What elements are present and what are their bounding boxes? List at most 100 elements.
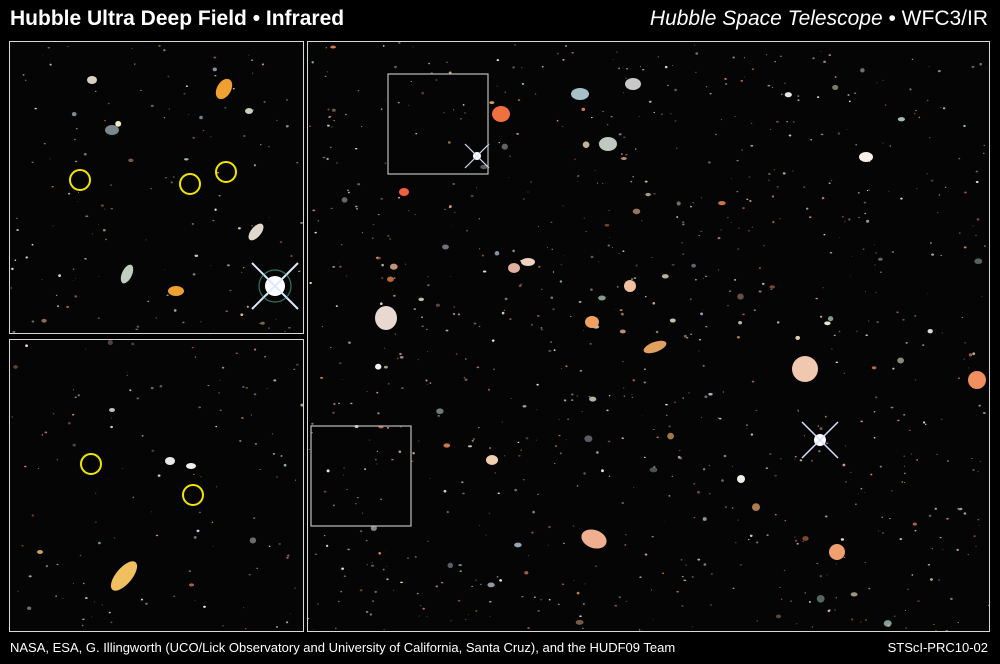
faint-object	[937, 212, 939, 214]
faint-object	[429, 382, 432, 384]
galaxy	[792, 356, 818, 382]
faint-object	[749, 534, 753, 537]
faint-object	[207, 385, 210, 387]
faint-object	[876, 321, 879, 323]
faint-object	[779, 55, 783, 57]
galaxy	[968, 371, 986, 389]
faint-object	[328, 115, 332, 118]
faint-object	[614, 604, 618, 607]
faint-object	[644, 296, 647, 298]
faint-object	[194, 356, 197, 358]
faint-object	[488, 512, 490, 514]
faint-object	[541, 288, 543, 290]
faint-object	[312, 209, 316, 212]
faint-object	[931, 253, 935, 256]
faint-object	[386, 565, 388, 567]
faint-object	[487, 388, 491, 391]
faint-object	[57, 305, 60, 308]
faint-object	[333, 403, 336, 405]
faint-object	[682, 223, 685, 226]
faint-object	[541, 65, 544, 68]
faint-object	[874, 264, 876, 266]
faint-object	[366, 391, 368, 392]
faint-object	[28, 575, 32, 578]
faint-object	[383, 365, 388, 369]
faint-object	[724, 506, 727, 508]
faint-object	[588, 395, 591, 398]
faint-object	[209, 136, 212, 138]
faint-object	[653, 193, 656, 195]
faint-object	[380, 498, 383, 500]
faint-object	[698, 235, 701, 237]
faint-object	[577, 181, 579, 183]
faint-object	[882, 79, 884, 81]
faint-object	[382, 568, 385, 571]
faint-object	[737, 293, 744, 300]
faint-object	[619, 329, 626, 334]
faint-object	[554, 445, 558, 448]
faint-object	[445, 329, 449, 332]
faint-object	[987, 604, 989, 606]
faint-object	[743, 57, 745, 59]
faint-object	[552, 308, 555, 311]
faint-object	[214, 75, 217, 77]
faint-object	[14, 259, 17, 261]
faint-object	[892, 367, 895, 370]
faint-object	[576, 485, 579, 487]
faint-object	[332, 504, 335, 507]
faint-object	[198, 511, 202, 514]
faint-object	[253, 348, 257, 351]
faint-object	[738, 320, 743, 325]
faint-object	[388, 238, 392, 240]
faint-object	[218, 391, 220, 394]
faint-object	[347, 548, 351, 551]
faint-object	[212, 545, 214, 547]
faint-object	[812, 57, 815, 60]
galaxy	[105, 125, 119, 135]
faint-object	[729, 290, 732, 292]
faint-object	[377, 412, 380, 415]
faint-object	[643, 368, 646, 370]
faint-object	[300, 221, 303, 224]
faint-object	[113, 537, 116, 539]
faint-object	[496, 85, 498, 87]
faint-object	[967, 554, 970, 556]
faint-object	[392, 289, 393, 291]
faint-object	[553, 462, 556, 464]
faint-object	[218, 195, 221, 197]
faint-object	[635, 148, 637, 150]
faint-object	[278, 543, 282, 545]
faint-object	[596, 182, 599, 184]
faint-object	[450, 620, 452, 622]
faint-object	[311, 422, 314, 425]
faint-object	[864, 562, 866, 563]
inset-bottom-features	[37, 408, 204, 591]
faint-object	[85, 348, 87, 350]
faint-object	[297, 270, 301, 273]
faint-object	[213, 56, 217, 59]
faint-object	[537, 610, 541, 612]
faint-object	[857, 192, 860, 194]
faint-object	[387, 383, 390, 385]
faint-object	[737, 248, 739, 250]
faint-object	[386, 578, 389, 581]
faint-object	[331, 108, 336, 112]
faint-object	[671, 475, 674, 477]
faint-object	[750, 433, 754, 436]
faint-object	[71, 112, 77, 117]
faint-object	[794, 456, 797, 458]
faint-object	[826, 574, 828, 576]
faint-object	[437, 415, 441, 417]
faint-object	[972, 469, 975, 471]
galaxy	[186, 463, 196, 469]
faint-object	[815, 297, 819, 300]
galaxy	[120, 264, 134, 284]
faint-object	[359, 530, 363, 533]
faint-object	[27, 606, 32, 610]
faint-object	[537, 493, 539, 495]
faint-object	[874, 396, 878, 399]
faint-object	[633, 487, 634, 488]
faint-object	[875, 82, 878, 84]
faint-object	[216, 172, 220, 174]
faint-object	[702, 277, 704, 279]
